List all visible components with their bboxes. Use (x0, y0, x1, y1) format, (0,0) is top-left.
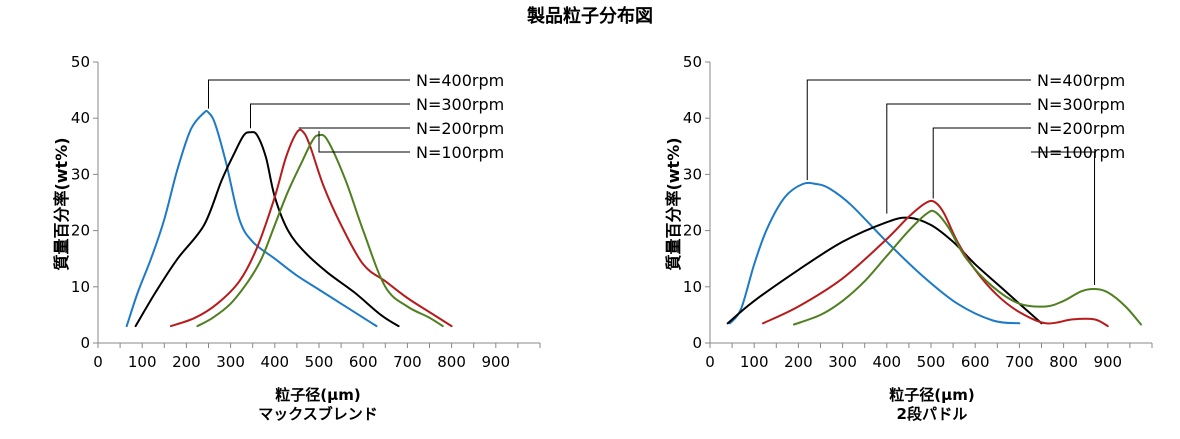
series-line-n100rpm (196, 133, 444, 328)
x-tick-label: 800 (437, 353, 466, 371)
x-tick-label: 300 (828, 353, 857, 371)
x-tick-label: 200 (784, 353, 813, 371)
series-line-n400rpm (125, 109, 378, 328)
legend-label: N=400rpm (416, 71, 504, 90)
legend-label: N=200rpm (1037, 119, 1125, 138)
y-tick-label: 30 (683, 165, 702, 183)
leader-line (1031, 151, 1096, 286)
x-tick-label: 100 (740, 353, 769, 371)
leader-line (932, 127, 1031, 199)
x-axis-label-left: 粒子径(μm) マックスブレンド (218, 386, 418, 424)
series-line-n300rpm (134, 131, 400, 328)
series-line-n200rpm (762, 199, 1109, 328)
y-tick-label: 20 (683, 222, 702, 240)
y-tick-label: 0 (80, 334, 90, 352)
x-tick-label: 300 (216, 353, 245, 371)
series-line-n400rpm (728, 181, 1021, 325)
leader-line (806, 79, 1031, 180)
y-tick-label: 10 (683, 278, 702, 296)
x-tick-label: 600 (349, 353, 378, 371)
legend-label: N=300rpm (416, 95, 504, 114)
y-tick-label: 20 (71, 222, 90, 240)
y-tick-label: 30 (71, 165, 90, 183)
legend-label: N=300rpm (1037, 95, 1125, 114)
legend-label: N=400rpm (1037, 71, 1125, 90)
panel-subtitle-right: 2段パドル (896, 405, 968, 423)
leader-line (318, 131, 410, 153)
leader-line (208, 79, 410, 109)
series-line-n200rpm (169, 128, 453, 328)
x-tick-label: 500 (305, 353, 334, 371)
chart-title: 製品粒子分布図 (527, 6, 653, 27)
y-tick-label: 50 (71, 53, 90, 71)
y-tick-label: 0 (692, 334, 702, 352)
y-axis-label-left: 質量百分率(wt%) (52, 136, 71, 271)
x-tick-label: 800 (1049, 353, 1078, 371)
x-tick-label: 600 (961, 353, 990, 371)
legend-label: N=100rpm (416, 143, 504, 162)
leader-line (886, 103, 1031, 214)
x-tick-label: 500 (917, 353, 946, 371)
x-tick-label: 0 (705, 353, 715, 371)
x-tick-label: 900 (481, 353, 510, 371)
leader-line (249, 103, 410, 129)
legend-label: N=100rpm (1037, 143, 1125, 162)
series-line-n100rpm (793, 209, 1142, 326)
x-tick-label: 400 (872, 353, 901, 371)
x-axis-label-right: 粒子径(μm) 2段パドル (832, 386, 1032, 424)
series-line-n300rpm (726, 216, 1043, 325)
y-tick-label: 10 (71, 278, 90, 296)
y-tick-label: 40 (683, 109, 702, 127)
legend-label: N=200rpm (416, 119, 504, 138)
y-tick-label: 40 (71, 109, 90, 127)
x-tick-label: 400 (260, 353, 289, 371)
x-tick-label: 700 (1005, 353, 1034, 371)
x-axis-title-right: 粒子径(μm) (889, 386, 975, 404)
x-tick-label: 900 (1093, 353, 1122, 371)
panel-subtitle-left: マックスブレンド (258, 405, 378, 423)
x-tick-label: 100 (128, 353, 157, 371)
y-axis-label-right: 質量百分率(wt%) (664, 136, 683, 271)
x-tick-label: 700 (393, 353, 422, 371)
x-axis-title-left: 粒子径(μm) (275, 386, 361, 404)
x-tick-label: 200 (172, 353, 201, 371)
y-tick-label: 50 (683, 53, 702, 71)
x-tick-label: 0 (93, 353, 103, 371)
